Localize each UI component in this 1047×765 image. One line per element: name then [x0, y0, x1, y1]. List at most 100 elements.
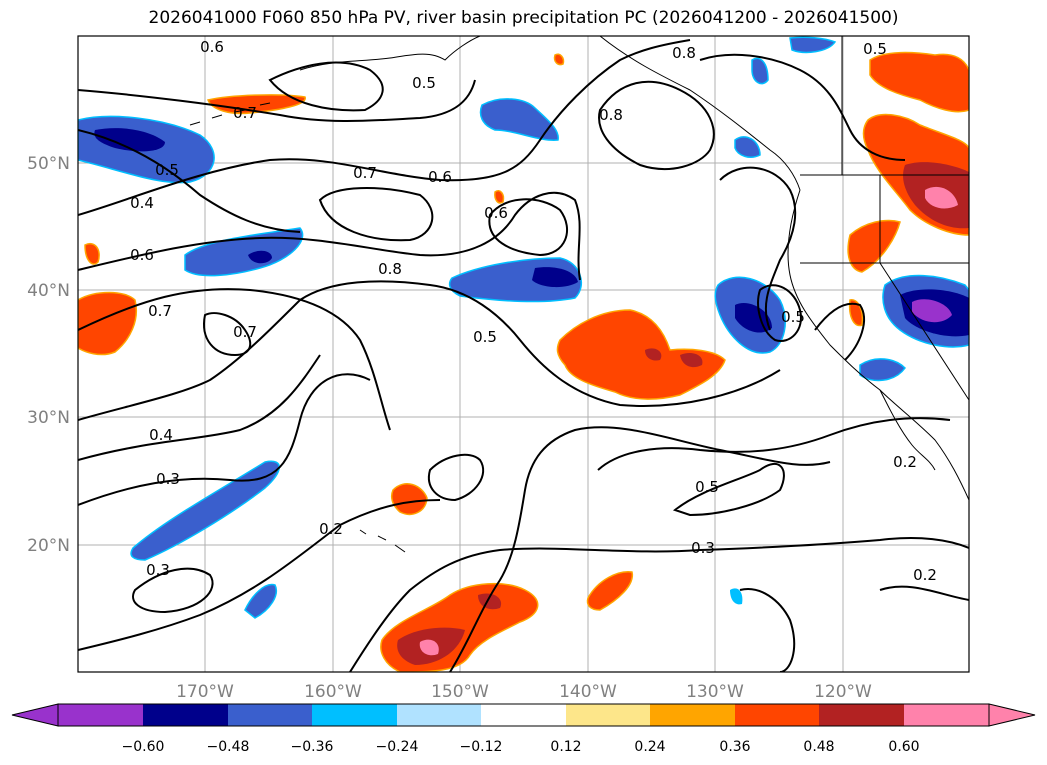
contour-label: 0.7 — [233, 323, 257, 341]
contour-label: 0.5 — [412, 74, 436, 92]
lat-label-30: 30°N — [27, 408, 70, 428]
precip-pos-core — [478, 593, 502, 610]
precip-neg-region — [130, 460, 280, 561]
colorbar-min-extension — [11, 703, 59, 727]
pv-contour-line — [78, 354, 321, 461]
pv-contour-line — [719, 166, 797, 331]
pv-contour-line — [78, 280, 781, 421]
precip-neg-core — [94, 128, 165, 152]
pv-contour-line — [78, 288, 391, 431]
colorbar-frame — [57, 703, 990, 727]
precip-neg-region — [734, 136, 761, 158]
precip-pos-core — [680, 353, 703, 368]
colorbar-segment — [58, 704, 143, 726]
lon-label-160w: 160°W — [304, 682, 362, 702]
precip-pos-extreme — [925, 186, 958, 209]
pv-contours — [78, 39, 969, 672]
precip-pos-region — [586, 571, 633, 611]
colorbar-segment — [397, 704, 481, 726]
lon-label-130w: 130°W — [686, 682, 744, 702]
contour-label-group: 0.6 0.8 0.5 0.5 0.7 0.8 0.5 0.4 0.7 0.6 … — [130, 38, 937, 584]
pv-contour-line — [757, 284, 802, 342]
pv-contour-line — [78, 79, 476, 122]
colorbar-tick-label: 0.24 — [634, 739, 665, 755]
map-border — [77, 35, 970, 673]
gridlines — [78, 36, 969, 672]
coastline-aleutians — [189, 102, 271, 126]
lat-axis-labels: 50°N 40°N 30°N 20°N — [27, 154, 70, 556]
precip-pos-region — [78, 291, 137, 356]
colorbar-tick-label: 0.48 — [803, 739, 834, 755]
colorbar-segment — [481, 704, 566, 726]
colorbar-segment — [228, 704, 312, 726]
coastline-baja — [879, 389, 936, 471]
precip-neg-region — [479, 98, 559, 141]
colorbar-segment — [143, 704, 228, 726]
precip-pos-region — [84, 243, 100, 265]
pv-contour-line — [672, 463, 785, 517]
precip-neg-region — [859, 358, 906, 382]
colorbar-tick-label: 0.12 — [550, 739, 581, 755]
pv-contour-line — [78, 373, 371, 506]
precip-neg-region — [244, 583, 277, 619]
coastline-us-west — [787, 189, 969, 501]
contour-label: 0.5 — [781, 308, 805, 326]
colorbar-tick-label: −0.48 — [207, 739, 250, 755]
colorbar-segment — [650, 704, 735, 726]
colorbar-segment — [312, 704, 397, 726]
precip-pos-extreme — [419, 639, 439, 656]
contour-label: 0.2 — [319, 520, 343, 538]
precip-pos-region — [869, 51, 969, 113]
pv-contour-line — [488, 198, 569, 257]
precip-pos-region — [553, 53, 565, 66]
colorbar-segment — [566, 704, 650, 726]
pv-contour-line — [78, 191, 581, 281]
contour-label: 0.3 — [691, 539, 715, 557]
colorbar-segment — [819, 704, 904, 726]
contour-label: 0.5 — [863, 40, 887, 58]
colorbar-tick-label: −0.12 — [460, 739, 503, 755]
map-content: 0.6 0.8 0.5 0.5 0.7 0.8 0.5 0.4 0.7 0.6 … — [78, 36, 969, 672]
contour-label: 0.6 — [484, 204, 508, 222]
precip-neg-core — [532, 267, 578, 288]
pv-contour-line — [78, 129, 301, 233]
colorbar — [11, 703, 1036, 727]
lon-label-150w: 150°W — [431, 682, 489, 702]
pv-contour-line — [739, 588, 796, 672]
pv-contour-line — [879, 585, 969, 601]
pv-contour-line — [449, 426, 831, 672]
colorbar-segment — [904, 704, 989, 726]
precip-pos-region — [390, 483, 428, 516]
precip-pos-region — [848, 299, 864, 327]
pv-contour-line — [78, 39, 691, 216]
contour-label: 0.5 — [155, 161, 179, 179]
contour-label: 0.7 — [148, 302, 172, 320]
contour-label: 0.3 — [156, 470, 180, 488]
colorbar-tick-label: −0.24 — [376, 739, 419, 755]
coastline-bc — [599, 36, 801, 191]
pv-contour-line — [814, 302, 865, 361]
precip-neg-region — [789, 36, 837, 54]
precip-neg-extreme — [912, 299, 952, 323]
lat-label-20: 20°N — [27, 536, 70, 556]
precip-pos-region — [847, 219, 901, 273]
precip-neg-core — [248, 250, 272, 264]
colorbar-tick-label: −0.36 — [291, 739, 334, 755]
contour-label: 0.8 — [599, 106, 623, 124]
precip-pos-region — [206, 94, 306, 115]
pv-contour-line — [597, 417, 951, 471]
contour-label: 0.2 — [893, 453, 917, 471]
contour-label: 0.6 — [130, 246, 154, 264]
colorbar-segment — [735, 704, 819, 726]
contour-label: 0.8 — [378, 260, 402, 278]
lon-label-140w: 140°W — [559, 682, 617, 702]
contour-label: 0.4 — [149, 426, 173, 444]
pv-contour-line — [598, 80, 715, 171]
coastlines — [189, 36, 969, 553]
contour-label: 0.6 — [200, 38, 224, 56]
lon-label-120w: 120°W — [814, 682, 872, 702]
lat-label-40: 40°N — [27, 281, 70, 301]
pv-contour-line — [699, 53, 906, 161]
contour-label: 0.4 — [130, 194, 154, 212]
